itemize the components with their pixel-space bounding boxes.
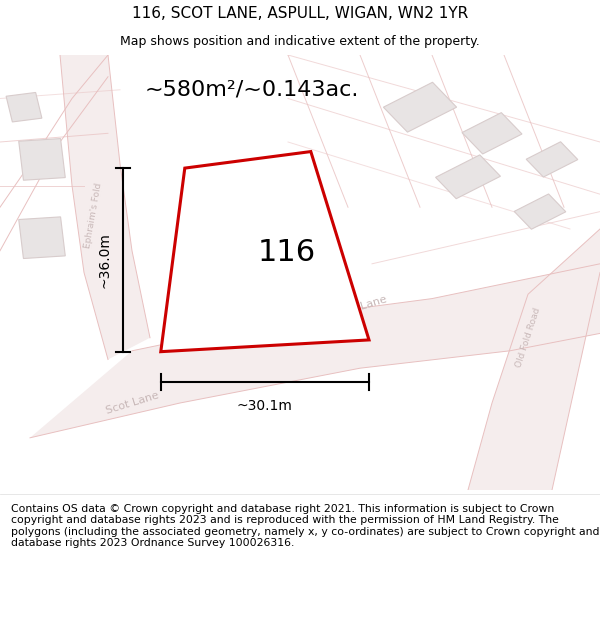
Text: Scot Lane: Scot Lane [332, 294, 388, 320]
Text: Old Fold Road: Old Fold Road [514, 307, 542, 369]
Polygon shape [514, 194, 566, 229]
Polygon shape [462, 112, 522, 154]
Text: Contains OS data © Crown copyright and database right 2021. This information is : Contains OS data © Crown copyright and d… [11, 504, 599, 548]
Text: Ephraim's Fold: Ephraim's Fold [83, 182, 103, 249]
Text: Map shows position and indicative extent of the property.: Map shows position and indicative extent… [120, 35, 480, 48]
Text: 116, SCOT LANE, ASPULL, WIGAN, WN2 1YR: 116, SCOT LANE, ASPULL, WIGAN, WN2 1YR [132, 6, 468, 21]
Text: 116: 116 [257, 238, 316, 268]
Text: Scot Lane: Scot Lane [104, 390, 160, 416]
Text: ~580m²/~0.143ac.: ~580m²/~0.143ac. [145, 80, 359, 100]
Polygon shape [60, 55, 150, 359]
Polygon shape [468, 229, 600, 490]
Polygon shape [383, 82, 457, 132]
Polygon shape [239, 192, 325, 249]
Polygon shape [30, 264, 600, 438]
Polygon shape [19, 139, 65, 180]
Polygon shape [436, 155, 500, 199]
Text: ~36.0m: ~36.0m [98, 232, 112, 288]
Polygon shape [19, 217, 65, 259]
Polygon shape [161, 152, 369, 352]
Polygon shape [6, 92, 42, 122]
Polygon shape [526, 142, 578, 177]
Text: ~30.1m: ~30.1m [237, 399, 293, 413]
